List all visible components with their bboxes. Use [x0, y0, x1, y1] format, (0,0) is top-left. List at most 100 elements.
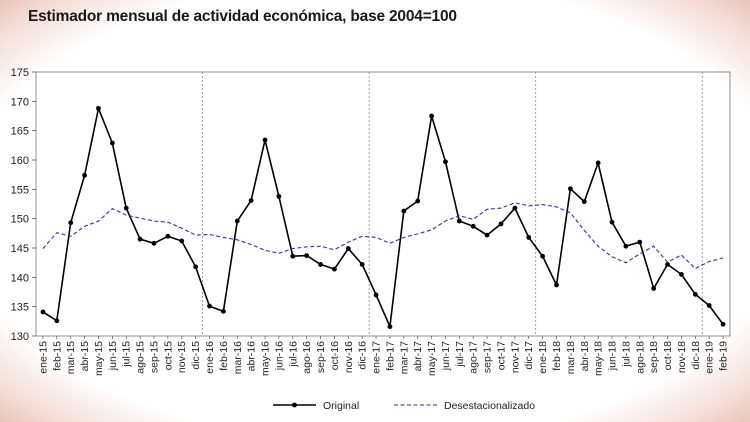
x-tick-label: nov-18	[676, 341, 688, 373]
x-tick-label: nov-16	[343, 341, 355, 373]
data-point-original	[220, 308, 226, 314]
data-point-original	[54, 318, 60, 324]
x-tick-label: oct-18	[662, 341, 674, 370]
x-tick-label: sep-15	[148, 341, 160, 373]
x-tick-label: nov-15	[176, 341, 188, 373]
x-tick-label: dic-16	[357, 341, 369, 370]
y-tick-label: 130	[11, 331, 29, 343]
data-point-original	[581, 199, 587, 205]
data-point-original	[332, 266, 337, 272]
x-tick-label: ene-15	[37, 341, 49, 374]
data-point-original	[82, 172, 87, 178]
data-point-original	[109, 140, 115, 146]
x-tick-label: abr-17	[412, 341, 424, 372]
x-tick-label: oct-16	[329, 341, 341, 370]
x-tick-label: jul-17	[454, 341, 466, 368]
data-point-original	[276, 193, 282, 199]
x-tick-label: jul-18	[620, 341, 632, 368]
data-point-original	[720, 321, 726, 327]
y-tick-label: 135	[11, 302, 29, 314]
data-point-original	[692, 291, 698, 297]
data-point-original	[123, 205, 129, 211]
data-point-original	[151, 240, 157, 246]
x-tick-label: jul-15	[121, 341, 133, 368]
x-tick-label: sep-18	[648, 341, 660, 373]
data-point-original	[318, 262, 323, 267]
data-point-original	[345, 246, 351, 251]
x-tick-label: feb-16	[218, 341, 230, 371]
y-tick-label: 165	[11, 126, 29, 138]
y-tick-label: 175	[11, 67, 29, 79]
data-point-original	[290, 253, 296, 259]
x-tick-label: ene-16	[204, 341, 216, 374]
legend-label-original: Original	[323, 400, 359, 412]
data-point-original	[484, 232, 490, 238]
data-point-original	[595, 160, 601, 166]
x-tick-label: feb-15	[51, 341, 63, 371]
y-tick-label: 140	[11, 272, 29, 284]
x-tick-label: abr-18	[579, 341, 591, 372]
data-point-original	[706, 303, 712, 308]
x-tick-label: nov-17	[509, 341, 521, 373]
data-point-original	[401, 208, 407, 214]
x-tick-label: ago-18	[634, 341, 646, 374]
data-point-original	[179, 238, 185, 244]
data-point-original	[429, 113, 434, 119]
data-point-original	[415, 198, 421, 204]
x-tick-label: ago-17	[468, 341, 480, 374]
x-tick-label: dic-17	[523, 341, 535, 370]
x-tick-label: feb-19	[718, 341, 730, 371]
x-tick-label: ago-15	[135, 341, 147, 374]
series-line-desestacionalizado	[42, 202, 724, 270]
data-point-original	[637, 239, 643, 245]
data-point-original	[554, 282, 559, 288]
x-tick-label: jul-16	[287, 341, 299, 368]
data-point-original	[40, 309, 46, 315]
data-point-original	[665, 262, 670, 267]
data-point-original	[651, 286, 657, 291]
data-point-original	[373, 292, 379, 298]
x-tick-label: ago-16	[301, 341, 313, 374]
data-point-original	[248, 198, 254, 203]
x-tick-label: dic-18	[690, 341, 702, 370]
x-tick-label: mar-16	[232, 341, 244, 374]
y-tick-label: 170	[11, 96, 29, 108]
x-tick-label: may-17	[426, 341, 438, 376]
y-tick-label: 160	[11, 155, 29, 167]
x-tick-label: mar-17	[398, 341, 410, 374]
data-point-original	[193, 264, 199, 270]
x-tick-label: oct-15	[162, 341, 174, 370]
x-tick-label: abr-15	[79, 341, 91, 372]
data-point-original	[137, 236, 143, 242]
y-tick-label: 150	[11, 214, 29, 226]
data-point-original	[679, 272, 684, 277]
data-point-original	[359, 262, 365, 267]
x-tick-label: sep-16	[315, 341, 327, 373]
data-point-original	[96, 105, 101, 111]
data-point-original	[456, 218, 462, 224]
x-tick-label: mar-15	[65, 341, 77, 374]
x-tick-label: may-16	[260, 341, 272, 376]
data-point-original	[165, 233, 171, 239]
data-point-original	[304, 253, 310, 259]
data-point-original	[387, 324, 393, 330]
x-tick-label: may-15	[93, 341, 105, 376]
x-tick-label: ene-18	[537, 341, 549, 374]
legend-marker-original	[292, 402, 297, 408]
data-point-original	[526, 235, 532, 240]
x-tick-label: jun-17	[440, 341, 452, 371]
x-tick-label: ene-17	[371, 341, 383, 374]
x-tick-label: feb-17	[384, 341, 396, 371]
y-tick-label: 145	[11, 243, 29, 255]
x-tick-label: may-18	[593, 341, 605, 376]
data-point-original	[443, 159, 448, 165]
x-tick-label: mar-18	[565, 341, 577, 374]
legend-label-desestacionalizado: Desestacionalizado	[444, 400, 535, 412]
data-point-original	[470, 223, 476, 229]
x-tick-label: oct-17	[495, 341, 507, 370]
x-tick-label: sep-17	[482, 341, 494, 373]
data-point-original	[540, 253, 546, 259]
x-tick-label: dic-15	[190, 341, 202, 370]
series-line-original	[42, 105, 724, 330]
